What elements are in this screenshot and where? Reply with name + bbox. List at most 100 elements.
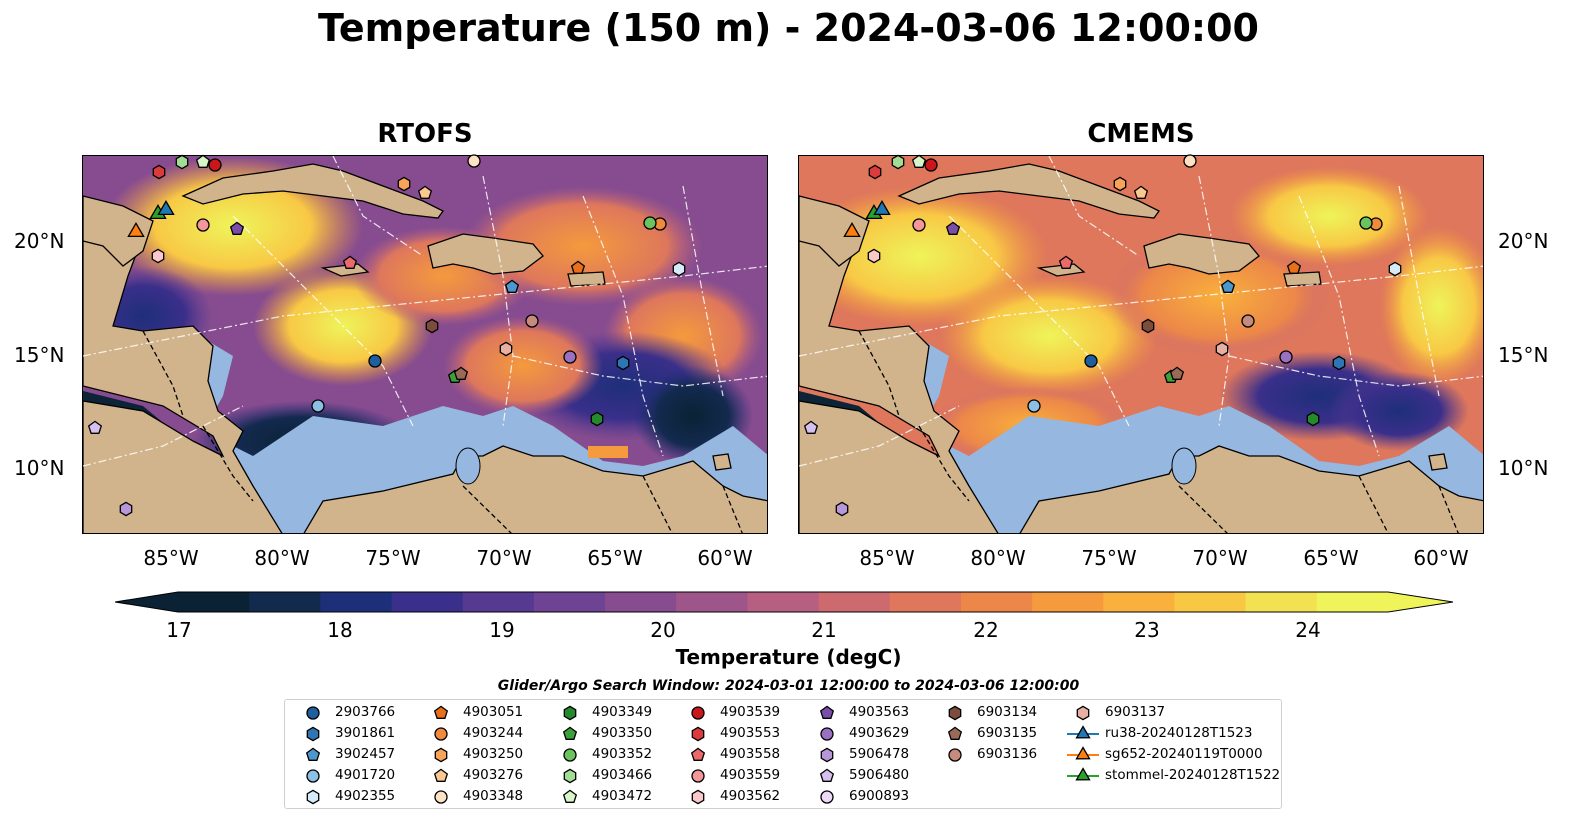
float-marker (1286, 260, 1302, 274)
float-marker (590, 411, 604, 427)
float-marker (912, 218, 926, 232)
legend-label: 4903558 (720, 746, 781, 762)
lon-label-70w: 70°W (476, 546, 532, 570)
glider-marker (873, 200, 891, 216)
float-marker (1220, 279, 1236, 293)
float-marker (1058, 255, 1074, 269)
lon-label-80w: 80°W (970, 546, 1026, 570)
float-marker (417, 185, 433, 199)
legend-label: 2903766 (335, 704, 396, 720)
legend-marker-icon (563, 748, 577, 762)
colorbar-extend-low (115, 592, 178, 612)
legend-label: 4903051 (463, 704, 524, 720)
float-marker (1133, 185, 1149, 199)
colorbar-segment (1245, 592, 1318, 612)
float-marker (311, 399, 325, 413)
legend-label: 3901861 (335, 725, 396, 741)
float-marker (195, 154, 211, 168)
lon-label-85w: 85°W (859, 546, 915, 570)
legend-label: 4903250 (463, 746, 524, 762)
lon-label-70w: 70°W (1192, 546, 1248, 570)
colorbar-extend-high (1388, 592, 1453, 612)
lat-label-10n-right: 10°N (1498, 456, 1549, 480)
legend-label: 4903352 (592, 746, 653, 762)
float-marker (1141, 318, 1155, 334)
legend-label: 5906478 (849, 746, 910, 762)
map-cmems (799, 156, 1483, 533)
colorbar-segment (1103, 592, 1175, 612)
legend-marker-icon (820, 727, 834, 741)
colorbar-segment (533, 592, 606, 612)
glider-marker (843, 222, 861, 238)
colorbar-segment (1316, 592, 1389, 612)
legend-marker-icon (947, 726, 963, 740)
float-marker (175, 154, 189, 170)
lat-label-10n-left: 10°N (14, 456, 65, 480)
legend-marker-icon (306, 769, 320, 783)
legend-label: stommel-20240128T1522 (1105, 767, 1281, 783)
legend-label: 4903629 (849, 725, 910, 741)
float-marker (342, 255, 358, 269)
float-marker (1279, 350, 1293, 364)
float-marker (835, 501, 849, 517)
figure-title: Temperature (150 m) - 2024-03-06 12:00:0… (317, 6, 1259, 50)
legend-marker-icon (948, 705, 962, 721)
lon-label-80w: 80°W (254, 546, 310, 570)
legend-marker-icon (562, 726, 578, 740)
float-marker (570, 260, 586, 274)
legend-label: 6903136 (977, 746, 1038, 762)
colorbar-tick: 17 (166, 618, 192, 642)
legend-marker-icon (948, 748, 962, 762)
float-marker (87, 420, 103, 434)
lon-label-60w: 60°W (1413, 546, 1469, 570)
legend-marker-icon (305, 747, 321, 761)
legend-marker-icon (1067, 746, 1099, 760)
colorbar-tick: 18 (327, 618, 353, 642)
legend-label: 4901720 (335, 767, 396, 783)
panel-title-rtofs: RTOFS (377, 119, 473, 149)
float-marker (672, 261, 686, 277)
float-marker (867, 248, 881, 264)
legend-label: 3902457 (335, 746, 396, 762)
legend-marker-icon (1067, 725, 1099, 739)
legend-marker-icon (306, 706, 320, 720)
colorbar-outline (115, 591, 1454, 613)
legend-marker-icon (434, 747, 448, 763)
legend-marker-icon (433, 768, 449, 782)
legend-label: 6903134 (977, 704, 1038, 720)
legend-marker-icon (1067, 767, 1099, 781)
panel-title-cmems: CMEMS (1087, 119, 1195, 149)
map-panel-cmems[interactable] (798, 155, 1484, 534)
float-marker (152, 164, 166, 180)
float-marker (229, 221, 245, 235)
legend-marker-icon (434, 727, 448, 741)
legend: 2903766 3901861 3902457 4901720 4902355 49030… (284, 699, 1282, 809)
float-marker (1215, 341, 1229, 357)
float-marker (453, 366, 469, 380)
lon-label-75w: 75°W (365, 546, 421, 570)
colorbar-tick: 24 (1295, 618, 1321, 642)
legend-label: 4902355 (335, 788, 396, 804)
colorbar-tick: 22 (973, 618, 999, 642)
float-marker (1332, 355, 1346, 371)
float-marker (525, 314, 539, 328)
colorbar-segment (747, 592, 820, 612)
colorbar-tick: 23 (1134, 618, 1160, 642)
float-marker (891, 154, 905, 170)
colorbar-tick: 20 (650, 618, 676, 642)
legend-label: 4903276 (463, 767, 524, 783)
legend-marker-icon (820, 747, 834, 763)
legend-label: 4903539 (720, 704, 781, 720)
legend-label: 4903466 (592, 767, 653, 783)
colorbar-segment (249, 592, 321, 612)
float-marker (616, 355, 630, 371)
search-window-text: Glider/Argo Search Window: 2024-03-01 12… (497, 678, 1080, 694)
legend-marker-icon (691, 789, 705, 805)
legend-label: 4903350 (592, 725, 653, 741)
legend-label: 6903135 (977, 725, 1038, 741)
colorbar-segment (605, 592, 677, 612)
legend-label: ru38-20240128T1523 (1105, 725, 1253, 741)
legend-marker-icon (306, 789, 320, 805)
float-marker (119, 501, 133, 517)
